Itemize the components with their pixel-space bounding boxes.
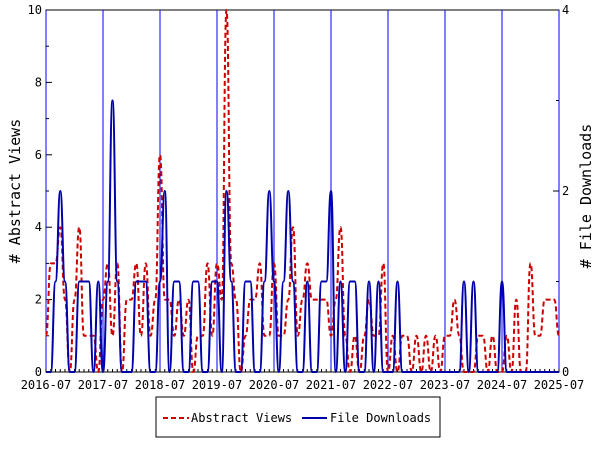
y-right-tick-label: 2 xyxy=(562,184,569,198)
y-left-tick-label: 6 xyxy=(35,148,42,162)
x-tick-label: 2025-07 xyxy=(534,378,585,392)
y-axis-left-title: # Abstract Views xyxy=(6,119,24,264)
y-left-tick-label: 10 xyxy=(28,3,42,17)
x-tick-label: 2024-07 xyxy=(477,378,528,392)
x-tick-label: 2016-07 xyxy=(21,378,72,392)
x-tick-label: 2020-07 xyxy=(249,378,300,392)
x-tick-label: 2023-07 xyxy=(420,378,471,392)
y-right-tick-label: 0 xyxy=(562,365,569,379)
y-left-tick-label: 2 xyxy=(35,293,42,307)
y-left-tick-label: 4 xyxy=(35,220,42,234)
y-axis-right-title: # File Downloads xyxy=(577,124,595,269)
x-tick-label: 2019-07 xyxy=(192,378,243,392)
x-tick-label: 2017-07 xyxy=(78,378,129,392)
legend-label-abstract-views: Abstract Views xyxy=(191,411,292,425)
y-left-tick-label: 0 xyxy=(35,365,42,379)
x-tick-label: 2018-07 xyxy=(135,378,186,392)
x-tick-label: 2022-07 xyxy=(363,378,414,392)
x-tick-label: 2021-07 xyxy=(306,378,357,392)
legend: Abstract Views File Downloads xyxy=(156,397,440,437)
legend-label-file-downloads: File Downloads xyxy=(330,411,431,425)
y-left-tick-label: 8 xyxy=(35,75,42,89)
y-right-tick-label: 4 xyxy=(562,3,569,17)
